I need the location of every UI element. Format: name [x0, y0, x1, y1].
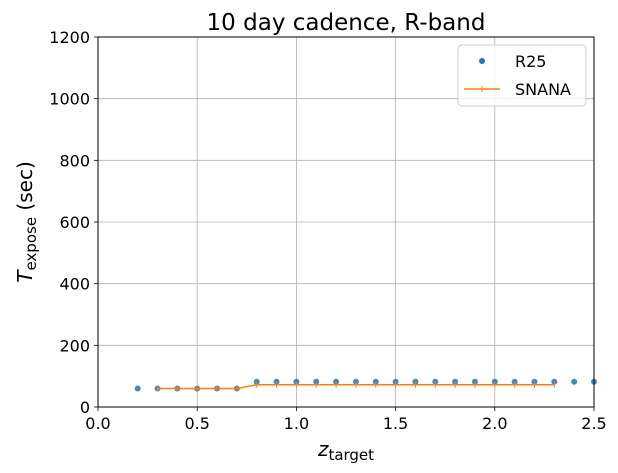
ticks: 0.0 0.5 1.0 1.5 2.0 2.5 0 200 400 600 800 1000 1200	[49, 28, 606, 433]
data-point	[352, 378, 359, 385]
data-point	[432, 378, 439, 385]
y-tick-label: 800	[59, 151, 90, 170]
y-axis-label-symbol: T	[13, 269, 37, 283]
x-axis-label-symbol: z	[317, 437, 329, 461]
data-point	[372, 378, 379, 385]
y-tick-label: 1200	[49, 28, 90, 47]
y-tick-label: 200	[59, 336, 90, 355]
data-point	[412, 378, 419, 385]
x-tick-label: 1.5	[383, 414, 408, 433]
data-point	[531, 378, 538, 385]
series-group	[134, 378, 597, 392]
x-axis-label: ztarget	[317, 437, 374, 464]
legend-box	[457, 44, 587, 107]
data-point	[491, 378, 498, 385]
y-axis-label-subscript: expose	[22, 217, 40, 271]
y-axis-label-unit: (sec)	[13, 161, 37, 217]
x-tick-label: 0.0	[85, 414, 110, 433]
legend-label-r25: R25	[515, 52, 546, 71]
legend: R25 SNANA	[457, 44, 587, 107]
y-tick-label: 600	[59, 213, 90, 232]
legend-marker-r25	[479, 58, 485, 64]
data-point	[333, 378, 340, 385]
x-tick-label: 0.5	[184, 414, 209, 433]
data-point	[313, 378, 320, 385]
data-point	[551, 378, 558, 385]
data-point	[452, 378, 459, 385]
y-axis-label: Texpose (sec)	[13, 161, 40, 283]
data-point	[134, 385, 141, 392]
legend-label-snana: SNANA	[515, 80, 571, 99]
data-point	[253, 378, 260, 385]
data-point	[571, 378, 578, 385]
y-tick-label: 1000	[49, 90, 90, 109]
data-point	[511, 378, 518, 385]
x-axis-label-subscript: target	[328, 446, 374, 464]
y-tick-label: 400	[59, 275, 90, 294]
data-point	[392, 378, 399, 385]
x-tick-label: 2.0	[482, 414, 507, 433]
data-point	[273, 378, 280, 385]
y-tick-label: 0	[80, 398, 90, 417]
chart-title: 10 day cadence, R-band	[207, 10, 486, 36]
data-point	[293, 378, 300, 385]
data-point	[471, 378, 478, 385]
x-tick-label: 2.5	[581, 414, 606, 433]
x-tick-label: 1.0	[284, 414, 309, 433]
series-snana	[157, 381, 555, 392]
series-r25	[134, 378, 597, 392]
